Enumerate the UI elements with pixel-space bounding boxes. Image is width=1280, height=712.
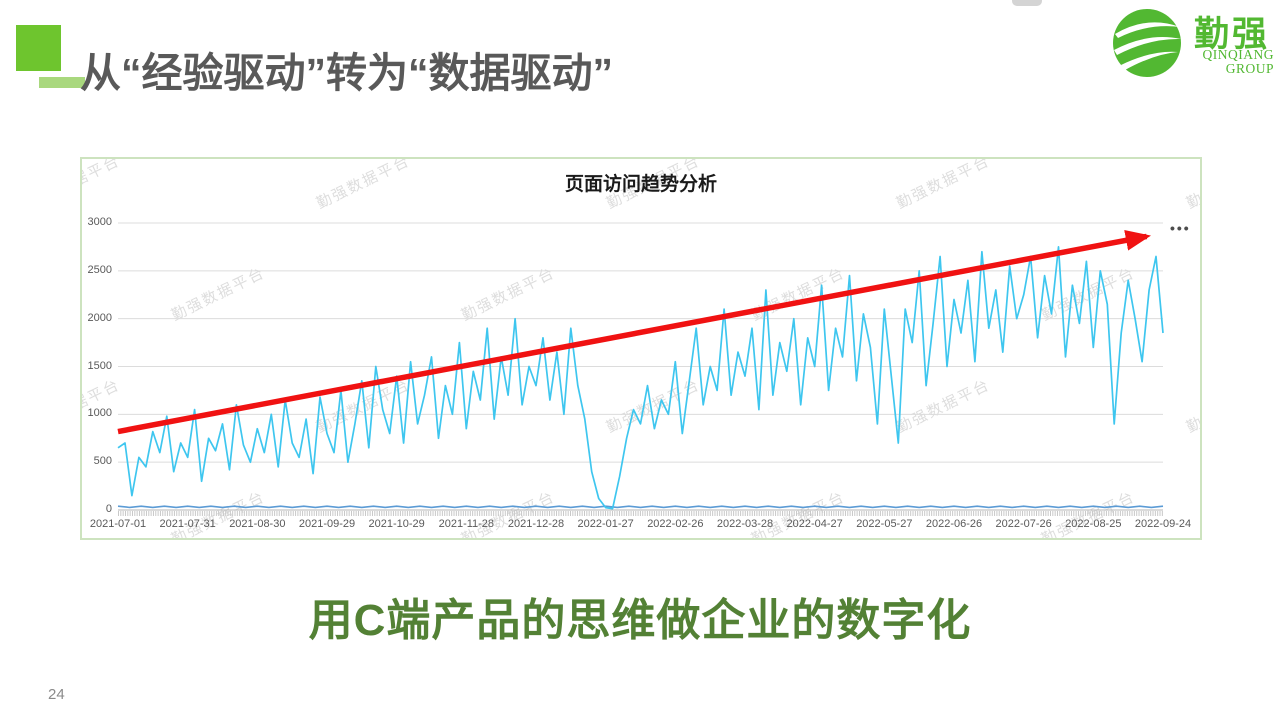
y-axis-tick-label: 3000 xyxy=(87,216,112,228)
logo-leaf-icon xyxy=(1113,9,1181,77)
x-axis-tick-label: 2022-01-27 xyxy=(577,518,634,530)
x-axis-tick-label: 2021-07-01 xyxy=(89,518,147,530)
x-axis-tick-label: 2021-12-28 xyxy=(507,518,565,530)
title-bullet-accent xyxy=(39,77,85,88)
x-axis-tick-label: 2021-10-29 xyxy=(368,518,425,530)
footer-message: 用C端产品的思维做企业的数字化 xyxy=(308,596,972,645)
x-axis-tick-label: 2022-03-28 xyxy=(716,518,774,530)
y-axis-tick-label: 2000 xyxy=(87,311,112,324)
more-options-icon[interactable]: ••• xyxy=(1170,220,1191,236)
x-axis-tick-label: 2021-11-28 xyxy=(438,518,495,530)
logo-name-en-line1: QINQIANG xyxy=(1202,47,1274,62)
x-axis-tick-label: 2022-02-26 xyxy=(647,518,704,530)
y-axis-tick-label: 1500 xyxy=(87,359,112,372)
series-baseline xyxy=(117,505,1164,509)
x-axis-tick-label: 2022-05-27 xyxy=(856,518,913,530)
y-axis-tick-label: 2500 xyxy=(87,263,112,276)
x-axis-tick-label: 2022-07-26 xyxy=(995,518,1052,530)
chart-panel: 勤强数据平台 勤强数据平台 勤强数据平台 勤强数据平台 勤强数据平台 勤强数据平台 勤强数据… xyxy=(80,157,1202,540)
page-title: 从“经验驱动”转为“数据驱动” xyxy=(80,50,613,97)
x-axis-tick-label: 2021-07-31 xyxy=(159,518,216,530)
series-page-visits xyxy=(117,246,1164,510)
x-axis-tick-label: 2022-09-24 xyxy=(1134,518,1192,530)
chart-title: 页面访问趋势分析 xyxy=(564,174,717,195)
trend-arrow xyxy=(117,230,1152,435)
title-bullet-square xyxy=(16,25,61,71)
logo-name-cn: 勤强 xyxy=(1194,15,1271,54)
trend-chart xyxy=(117,222,1164,516)
screen-artifact xyxy=(1012,0,1042,6)
y-axis-tick-label: 500 xyxy=(93,455,112,468)
x-axis-tick-label: 2021-09-29 xyxy=(298,518,356,530)
x-axis-tick-label: 2022-04-27 xyxy=(786,518,843,530)
y-axis-tick-label: 1000 xyxy=(87,407,112,420)
page-number: 24 xyxy=(48,686,65,703)
x-axis-tick-label: 2021-08-30 xyxy=(229,518,286,530)
company-logo: 勤强 QINQIANG GROUP xyxy=(1108,4,1276,86)
logo-name-en-line2: GROUP xyxy=(1225,61,1274,76)
x-axis-tick-label: 2022-08-25 xyxy=(1065,518,1122,530)
y-axis-tick-label: 0 xyxy=(105,503,112,515)
x-axis-tick-label: 2022-06-26 xyxy=(925,518,983,530)
